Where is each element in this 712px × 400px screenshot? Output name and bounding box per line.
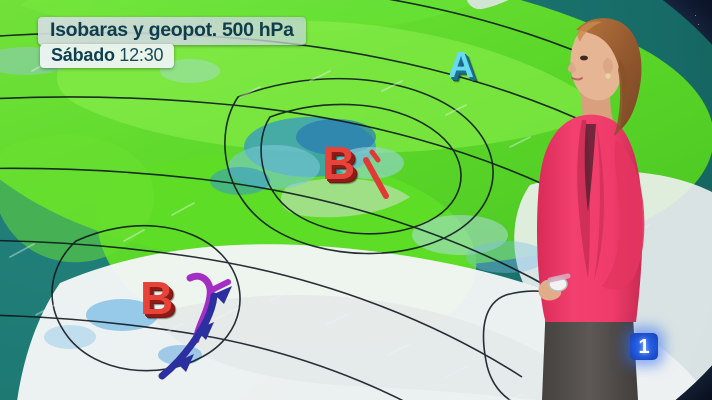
map-title-banner: Isobaras y geopot. 500 hPa [38, 17, 306, 45]
la-1-tve-logo: 1 [630, 333, 658, 360]
map-date-day: Sábado [51, 45, 115, 65]
presenter-inner-top [584, 124, 596, 212]
map-date-banner: Sábado 12:30 [40, 44, 175, 68]
presenter [537, 18, 645, 400]
channel-logo-number: 1 [638, 335, 650, 358]
pressure-center-low-uk: B [322, 137, 356, 189]
pressure-center-low-atlantic: B [140, 272, 174, 324]
cold-front-atlantic [158, 286, 232, 380]
map-date-time: 12:30 [119, 45, 164, 65]
warm-front-uk [363, 149, 389, 199]
pressure-center-high-north: A [448, 44, 474, 85]
map-title-text: Isobaras y geopot. 500 hPa [50, 19, 294, 41]
presenter-sleeve [602, 140, 645, 290]
